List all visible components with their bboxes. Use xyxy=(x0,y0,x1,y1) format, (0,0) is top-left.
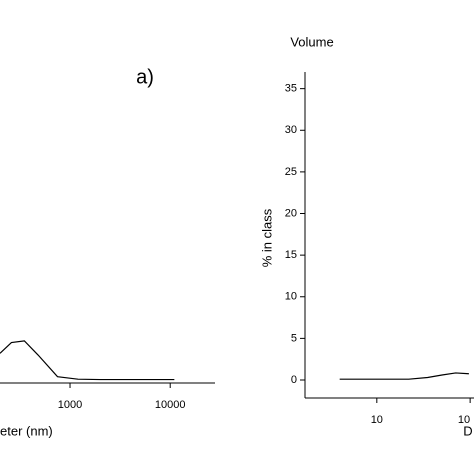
data-line xyxy=(0,340,175,381)
data-line xyxy=(339,372,469,380)
x-tick-label: 1000 xyxy=(58,399,82,411)
y-tick-label: 30 xyxy=(285,124,297,136)
chart-title: a) xyxy=(136,66,154,88)
x-tick-label: 10 xyxy=(458,414,470,426)
y-tick-label: 5 xyxy=(291,332,297,344)
y-tick-label: 20 xyxy=(285,207,297,219)
x-axis-label: D xyxy=(463,423,472,438)
x-tick-label: 10 xyxy=(371,414,383,426)
y-tick-label: 35 xyxy=(285,83,297,95)
x-tick-label: 10000 xyxy=(155,399,186,411)
chart-title: Volume xyxy=(290,34,333,49)
y-tick-label: 15 xyxy=(285,249,297,261)
y-tick-label: 25 xyxy=(285,166,297,178)
y-tick-label: 10 xyxy=(285,291,297,303)
x-axis-label: eter (nm) xyxy=(0,423,53,438)
y-tick-label: 0 xyxy=(291,374,297,386)
y-axis-label: % in class xyxy=(259,208,274,267)
